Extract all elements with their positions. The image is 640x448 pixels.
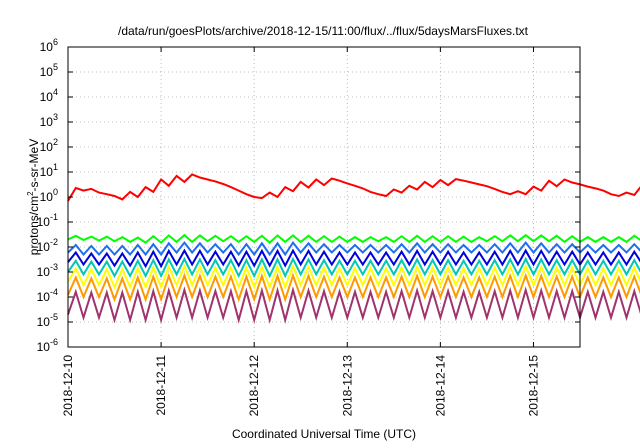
y-tick-label: 101 (40, 162, 58, 179)
y-axis-label: protons/cm2-s-sr-MeV (26, 139, 41, 255)
series-line (67, 263, 640, 290)
x-axis: 2018-12-10 2018-12-11 2018-12-12 2018-12-13… (61, 47, 540, 416)
y-tick-exponent: 4 (53, 87, 58, 97)
y-tick-exponent: -4 (50, 287, 58, 297)
x-tick-label: 2018-12-12 (247, 355, 261, 417)
y-tick-base: 10 (37, 215, 51, 229)
y-tick-base: 10 (40, 90, 54, 104)
y-tick-exponent: 5 (53, 62, 58, 72)
x-tick-label: 2018-12-15 (526, 355, 540, 417)
y-tick-label: 104 (40, 87, 58, 104)
y-tick-exponent: 6 (53, 37, 58, 47)
y-tick-base: 10 (40, 140, 54, 154)
y-tick-base: 10 (37, 340, 51, 354)
y-tick-base: 10 (40, 190, 54, 204)
y-tick-label: 10-3 (37, 262, 58, 279)
y-tick-exponent: 2 (53, 137, 58, 147)
series-line (67, 233, 640, 244)
y-tick-exponent: 0 (53, 187, 58, 197)
x-tick-label: 2018-12-14 (433, 355, 447, 417)
y-axis-label-suffix: -s-sr-MeV (27, 139, 41, 192)
y-tick-exponent: -1 (50, 212, 58, 222)
y-tick-label: 10-4 (37, 287, 58, 304)
y-tick-base: 10 (37, 265, 51, 279)
y-tick-exponent: -3 (50, 262, 58, 272)
y-axis: 10-610-510-410-310-210-11001011021031041… (37, 37, 580, 354)
y-tick-label: 10-2 (37, 237, 58, 254)
y-tick-base: 10 (40, 65, 54, 79)
y-tick-exponent: 1 (53, 162, 58, 172)
y-tick-exponent: -2 (50, 237, 58, 247)
y-tick-label: 103 (40, 112, 58, 129)
y-tick-label: 105 (40, 62, 58, 79)
series-line (67, 286, 640, 324)
y-tick-label: 102 (40, 137, 58, 154)
y-tick-base: 10 (37, 240, 51, 254)
x-tick-label: 2018-12-13 (340, 355, 354, 417)
y-tick-base: 10 (40, 115, 54, 129)
x-tick-label: 2018-12-11 (154, 355, 168, 416)
y-axis-label-sup: 2 (26, 191, 35, 196)
series-line (67, 173, 640, 202)
y-tick-label: 10-1 (37, 212, 58, 229)
series-layer (67, 173, 640, 324)
y-tick-exponent: -5 (50, 312, 58, 322)
y-tick-base: 10 (40, 40, 54, 54)
series-line (67, 248, 640, 269)
y-tick-base: 10 (40, 165, 54, 179)
y-tick-label: 10-5 (37, 312, 58, 329)
x-tick-label: 2018-12-10 (61, 355, 75, 417)
y-tick-base: 10 (37, 290, 51, 304)
x-axis-label: Coordinated Universal Time (UTC) (232, 427, 416, 441)
series-line (67, 240, 640, 257)
y-tick-exponent: 3 (53, 112, 58, 122)
y-tick-base: 10 (37, 315, 51, 329)
y-tick-exponent: -6 (50, 337, 58, 347)
series-line (67, 272, 640, 303)
y-axis-label-prefix: protons/cm (27, 196, 41, 255)
y-tick-label: 106 (40, 37, 58, 54)
y-tick-label: 100 (40, 187, 58, 204)
grid-lines (68, 47, 580, 347)
chart-title: /data/run/goesPlots/archive/2018-12-15/1… (118, 24, 529, 38)
y-tick-label: 10-6 (37, 337, 58, 354)
series-line (67, 256, 640, 279)
